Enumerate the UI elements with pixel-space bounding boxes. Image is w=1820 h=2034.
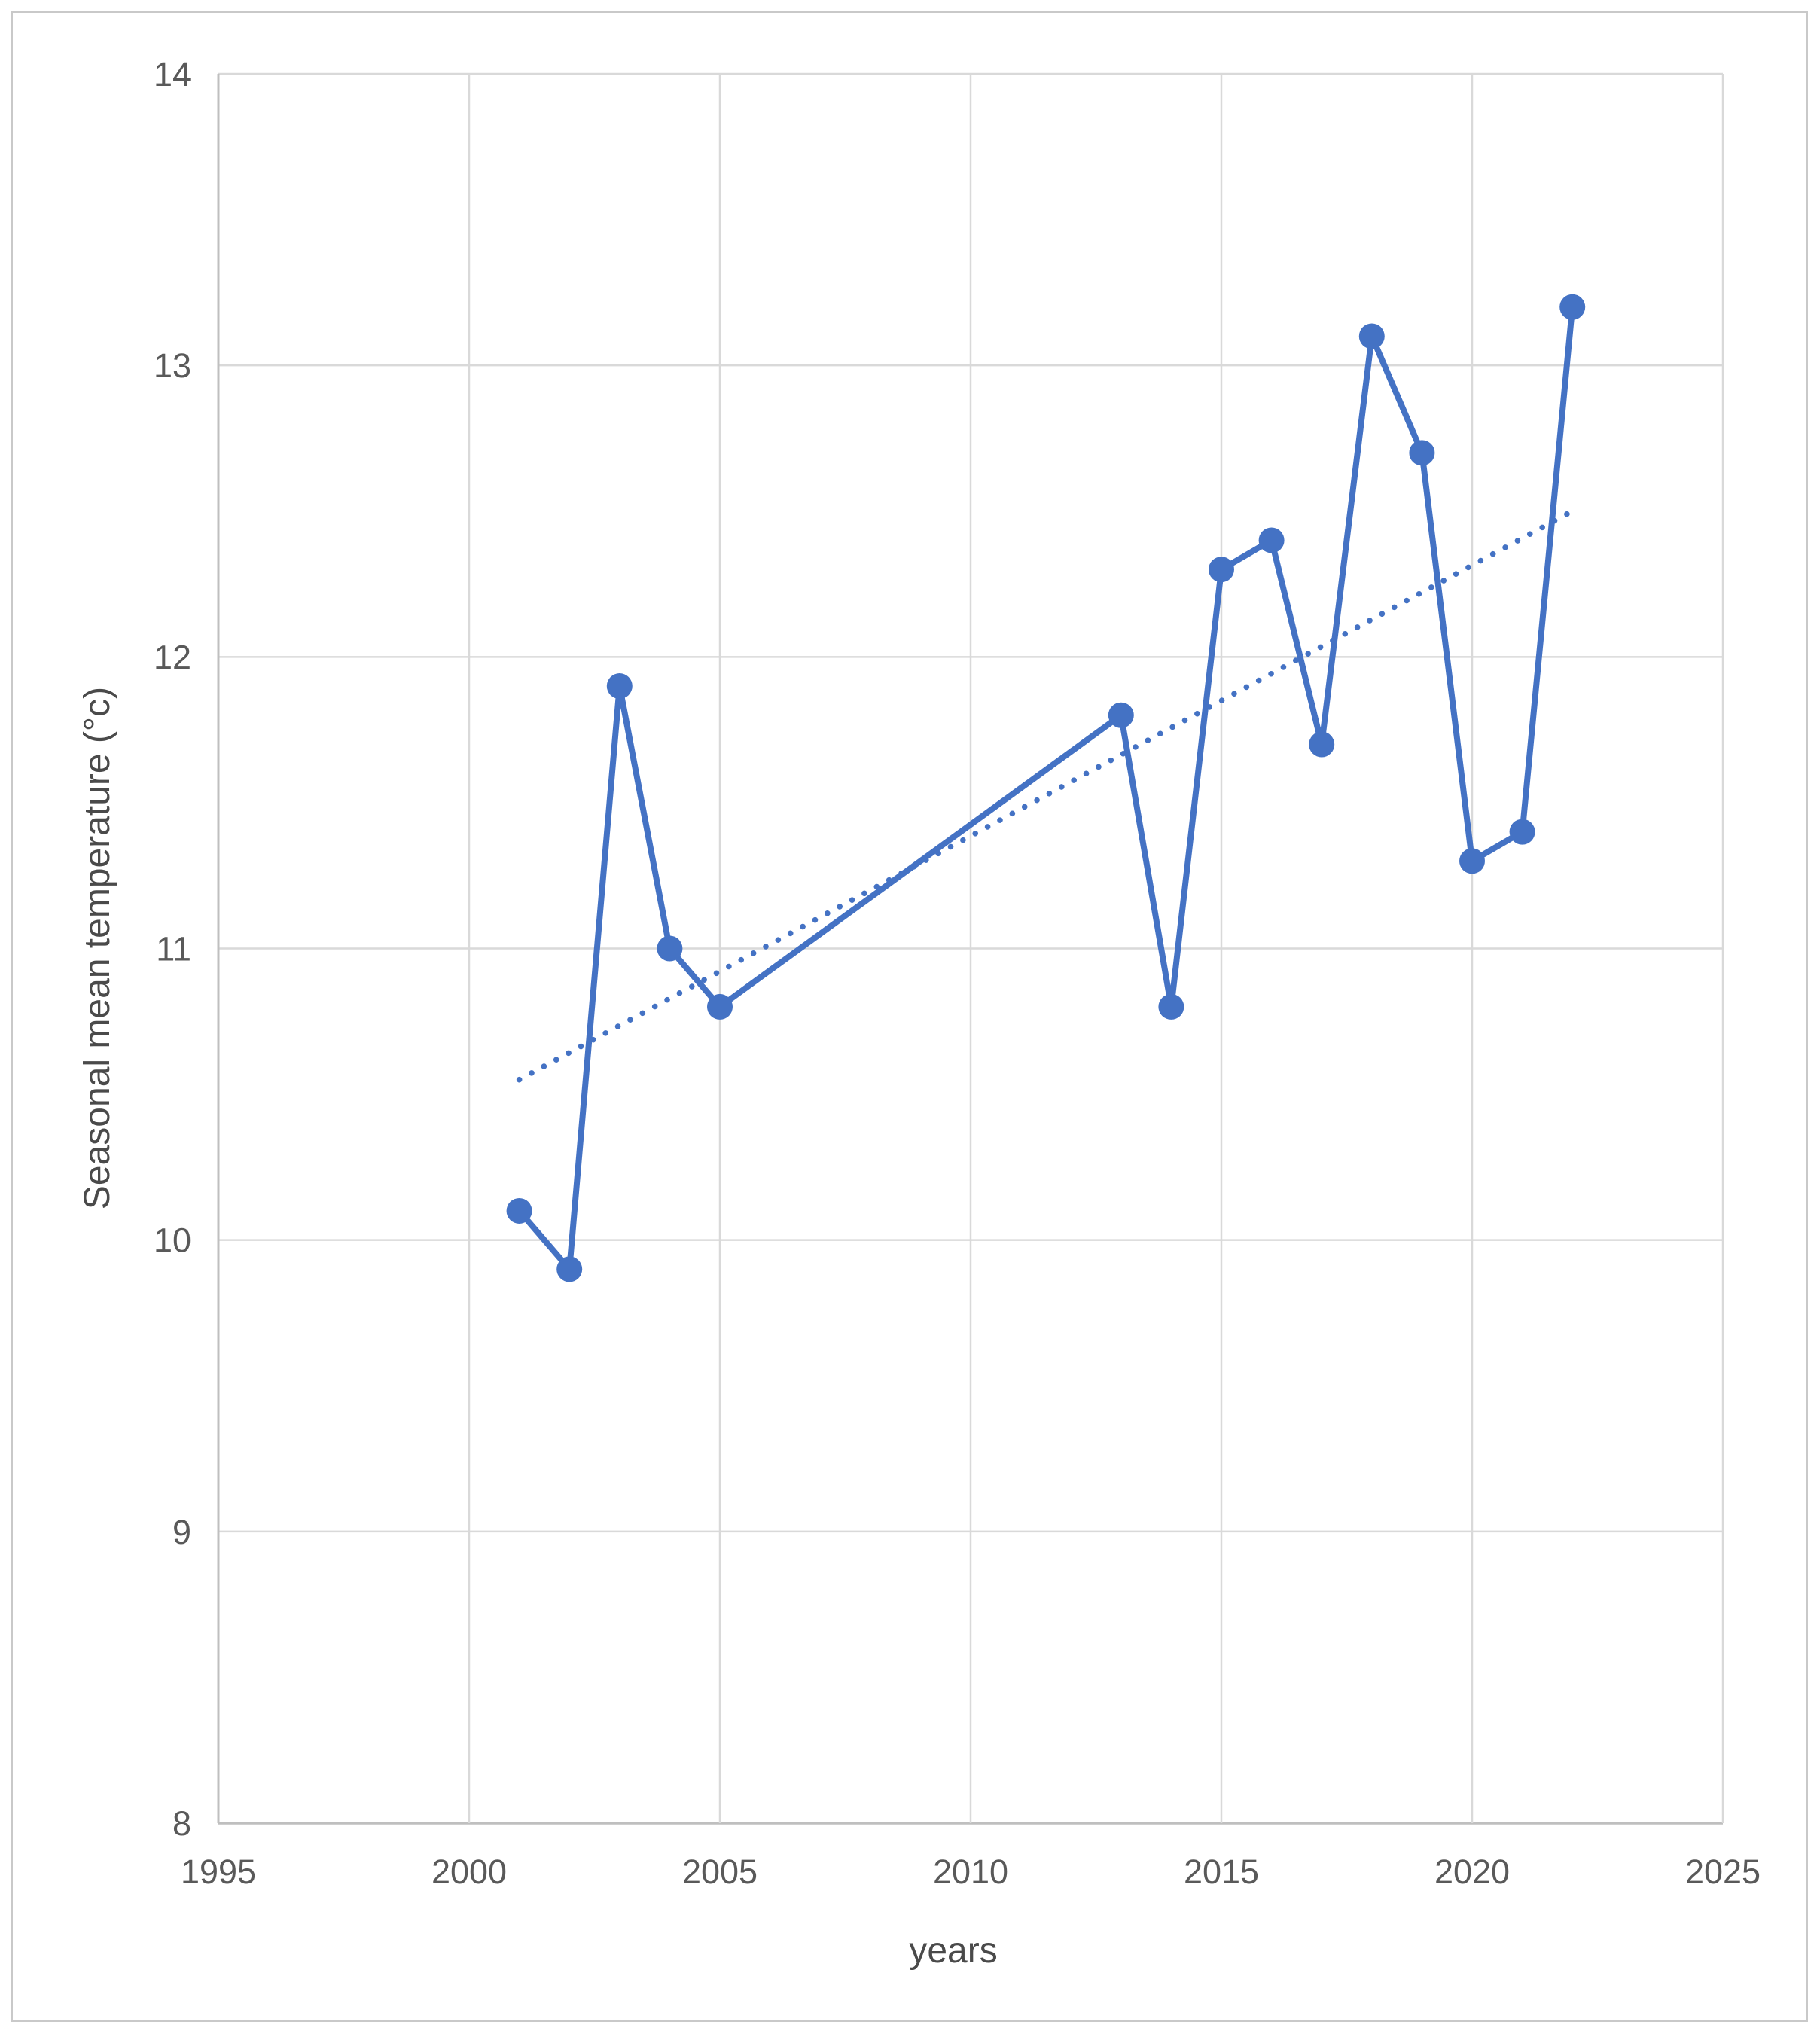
x-tick-label: 2010	[933, 1853, 1008, 1891]
y-axis-title: Seasonal mean temperature (°c)	[78, 687, 117, 1209]
trendline-layer	[516, 508, 1575, 1083]
trendline-dotted	[516, 508, 1575, 1083]
y-tick-label: 14	[154, 55, 191, 93]
y-tick-label: 11	[156, 930, 191, 968]
data-point-marker	[1108, 702, 1134, 728]
data-point-marker	[1459, 848, 1485, 874]
y-tick-label: 13	[154, 346, 191, 385]
temperature-line-chart: 8 9 10 11 12 13 14 1995 2000 2005 2010 2015 2020 2025…	[78, 55, 1761, 1971]
y-tick-label: 10	[154, 1221, 191, 1260]
x-tick-label: 2025	[1685, 1853, 1761, 1891]
x-tick-label: 2000	[431, 1853, 507, 1891]
data-point-marker	[606, 673, 633, 700]
data-point-marker	[1258, 527, 1285, 553]
data-point-marker	[1309, 731, 1335, 758]
data-point-marker	[1158, 993, 1184, 1020]
data-point-marker	[506, 1197, 532, 1224]
data-point-marker	[1509, 819, 1535, 845]
x-tick-label: 1995	[181, 1853, 256, 1891]
series-layer	[506, 294, 1586, 1282]
y-tick-label: 8	[172, 1804, 191, 1843]
gridline-layer	[217, 72, 1724, 1825]
x-tick-label: 2020	[1434, 1853, 1510, 1891]
x-tick-label: 2005	[682, 1853, 758, 1891]
data-point-marker	[657, 935, 683, 962]
data-point-marker	[707, 993, 733, 1020]
chart-frame-border: 8 9 10 11 12 13 14 1995 2000 2005 2010 2015 2020 2025…	[11, 11, 1808, 2022]
x-axis-title: years	[909, 1931, 997, 1971]
tick-label-layer: 8 9 10 11 12 13 14 1995 2000 2005 2010 2015 2020 2025	[154, 55, 1761, 1891]
x-tick-label: 2015	[1184, 1853, 1259, 1891]
y-tick-label: 12	[154, 638, 191, 676]
data-point-marker	[1209, 557, 1234, 583]
data-point-marker	[1358, 323, 1385, 349]
data-point-marker	[1559, 294, 1586, 320]
data-point-marker	[556, 1256, 583, 1282]
y-tick-label: 9	[172, 1513, 191, 1551]
data-point-marker	[1409, 440, 1435, 466]
